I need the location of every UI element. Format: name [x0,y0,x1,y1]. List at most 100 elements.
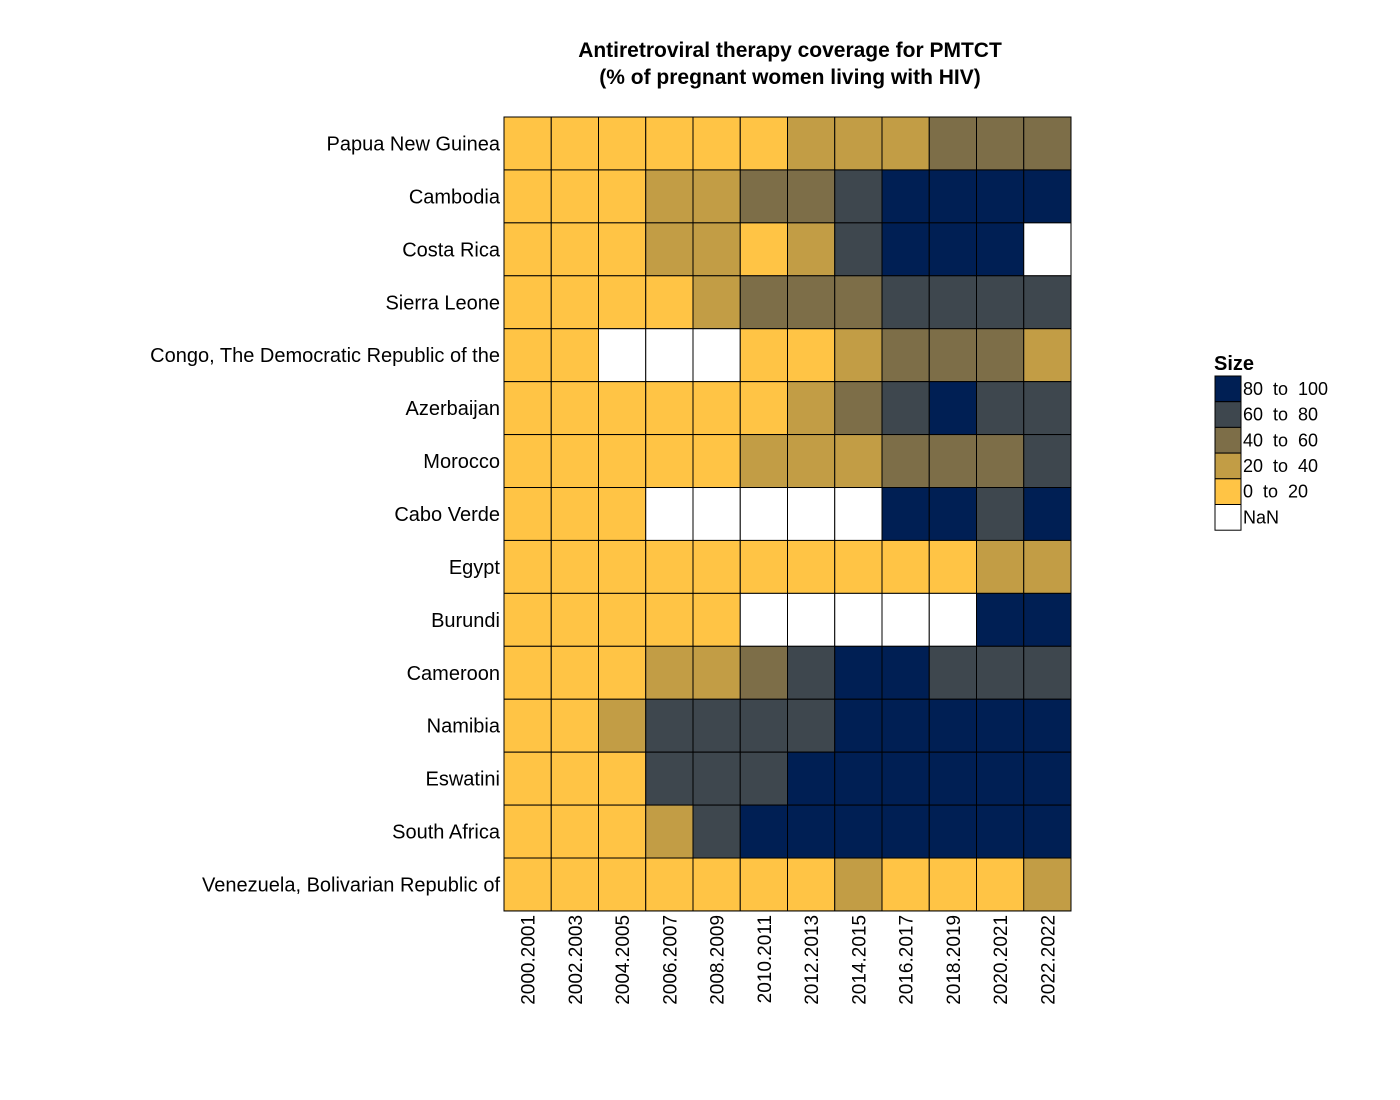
heatmap-cell [976,381,1025,436]
heatmap-cell [928,751,977,806]
heatmap-cell [503,275,552,330]
row-labels: Papua New Guinea Cambodia Costa Rica Sierra… [150,133,501,896]
heatmap-cell [834,539,883,594]
row-label: Sierra Leone [385,292,500,314]
heatmap-cell [739,487,788,541]
heatmap-cell [1023,539,1072,594]
heatmap-cell [692,169,741,224]
heatmap-cells [503,116,1072,912]
legend-swatch [1214,504,1242,531]
heatmap-cell [503,169,552,224]
heatmap-cell [787,381,836,436]
legend-label: NaN [1243,507,1279,527]
heatmap-cell [692,751,741,806]
row-label: Cabo Verde [394,504,500,526]
heatmap-cell [1023,116,1072,171]
heatmap-cell [1023,169,1072,224]
heatmap-cell [503,645,552,700]
heatmap-cell [881,222,930,277]
heatmap-cell [692,487,741,541]
heatmap-cell [928,645,977,700]
column-label: 2018.2019 [944,915,965,1005]
column-label: 2008.2009 [708,915,729,1005]
heatmap-cell [928,169,977,224]
heatmap-cell [739,698,788,753]
row-label: Burundi [431,610,500,632]
legend-swatch [1214,401,1242,428]
heatmap-cell [550,592,599,647]
heatmap-cell [928,116,977,171]
heatmap-cell [881,539,930,594]
heatmap-cell [976,804,1025,859]
heatmap-cell [692,116,741,171]
heatmap-cell [550,116,599,171]
column-label: 2022.2022 [1038,915,1059,1005]
heatmap-cell [645,698,694,753]
legend-label: 60 to 80 [1243,405,1318,425]
heatmap-cell [1023,434,1072,489]
heatmap-cell [881,487,930,541]
heatmap-cell [645,592,694,647]
heatmap-cell [834,698,883,753]
heatmap-cell [976,116,1025,171]
heatmap-cell [550,275,599,330]
heatmap-cell [928,487,977,541]
heatmap-cell [692,698,741,753]
heatmap-cell [881,275,930,330]
row-label: Morocco [423,451,500,473]
heatmap-cell [976,857,1025,912]
heatmap-cell [976,487,1025,541]
legend-label: 20 to 40 [1243,456,1318,476]
heatmap-cell [645,645,694,700]
heatmap-cell [692,222,741,277]
column-label: 2004.2005 [613,915,634,1005]
row-label: Costa Rica [402,239,501,261]
heatmap-cell [1023,328,1072,383]
heatmap-cell [739,169,788,224]
heatmap-cell [787,328,836,383]
heatmap-cell [739,434,788,489]
heatmap-cell [645,328,694,383]
heatmap-cell [598,539,647,594]
heatmap-cell [1023,698,1072,753]
heatmap-cell [1023,804,1072,859]
heatmap-cell [645,169,694,224]
heatmap-cell [787,698,836,753]
heatmap-cell [645,487,694,541]
heatmap-cell [503,804,552,859]
heatmap-cell [739,645,788,700]
heatmap-cell [881,169,930,224]
heatmap-cell [976,539,1025,594]
heatmap-cell [503,539,552,594]
heatmap-cell [928,592,977,647]
heatmap-cell [739,116,788,171]
column-label: 2016.2017 [897,915,918,1005]
heatmap-cell [739,328,788,383]
heatmap-cell [550,751,599,806]
heatmap-cell [598,592,647,647]
heatmap-cell [739,751,788,806]
chart-title: Antiretroviral therapy coverage for PMTC… [578,39,1002,62]
heatmap-cell [976,275,1025,330]
heatmap-cell [550,539,599,594]
heatmap-cell [928,539,977,594]
heatmap-cell [834,169,883,224]
heatmap-cell [1023,381,1072,436]
heatmap-cell [598,275,647,330]
row-label: Cameroon [407,663,500,685]
column-label: 2000.2001 [519,915,540,1005]
heatmap-cell [503,116,552,171]
heatmap-cell [739,857,788,912]
heatmap-cell [503,222,552,277]
heatmap-cell [1023,751,1072,806]
heatmap-border [503,116,1072,912]
heatmap-cell [739,539,788,594]
heatmap-cell [598,434,647,489]
heatmap-cell [834,804,883,859]
heatmap-cell [645,751,694,806]
heatmap-cell [787,275,836,330]
heatmap-cell [928,804,977,859]
legend: Size 80 to 100 60 to 80 40 to 60 20 to 40 0 … [1214,353,1328,531]
heatmap-cell [881,804,930,859]
heatmap-cell [881,645,930,700]
